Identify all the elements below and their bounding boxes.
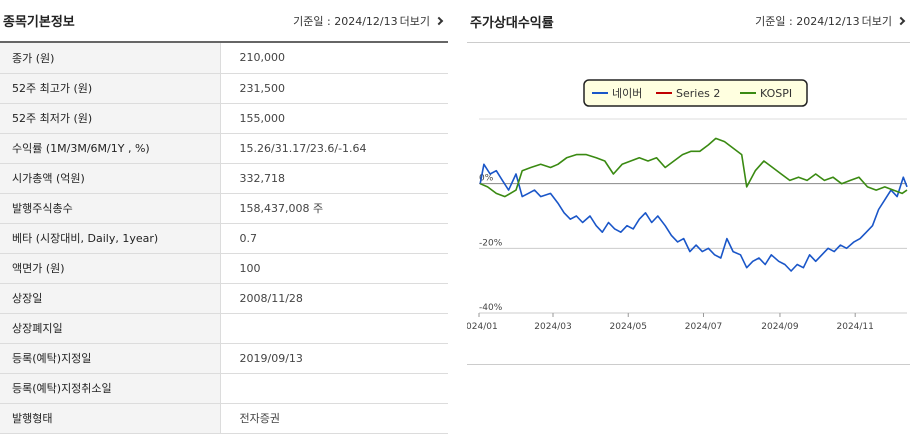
chart-more-link[interactable]: 더보기 [861,15,892,28]
info-row-value: 332,718 [220,163,448,194]
x-tick-label: 2024/09 [761,322,799,332]
chart-header: 주가상대수익률 기준일 : 2024/12/13 더보기 [467,0,910,43]
info-row-value: 2019/09/13 [220,343,448,374]
info-row-value [220,313,448,344]
chevron-right-icon[interactable] [434,16,444,25]
legend-label: Series 2 [676,87,720,100]
chevron-right-icon[interactable] [896,16,906,26]
info-row: 상장일 2008/11/28 [0,283,448,314]
info-row: 등록(예탁)지정일 2019/09/13 [0,343,448,374]
info-row-value [220,373,448,404]
info-header: 종목기본정보 기준일 : 2024/12/13 더보기 [0,0,448,43]
info-row: 발행형태 전자증권 [0,403,448,434]
info-row: 등록(예탁)지정취소일 [0,373,448,404]
info-row-label: 베타 (시장대비, Daily, 1year) [0,223,221,254]
x-tick-label: 2024/05 [610,322,647,332]
relative-return-chart: 0% -20% -40% 2024/01 2024/03 2024/05 2024/07 20… [460,79,908,332]
info-row-label: 시가총액 (억원) [0,163,221,194]
series-line [479,163,908,272]
chart-date-label: 기준일 : 2024/12/13 [755,15,860,28]
info-row-label: 상장일 [0,283,221,314]
info-row: 발행주식총수 158,437,008 주 [0,193,448,224]
legend-label: KOSPI [760,87,792,100]
legend-label: 네이버 [612,87,642,100]
info-row: 52주 최저가 (원) 155,000 [0,103,448,134]
info-row-value: 100 [220,253,448,284]
info-table: 종가 (원) 210,000 52주 최고가 (원) 231,500 52주 최저가 (… [0,43,448,434]
info-row-label: 52주 최저가 (원) [0,103,221,134]
info-row-label: 등록(예탁)지정취소일 [0,373,221,404]
info-row-label: 발행주식총수 [0,193,221,224]
info-row: 시가총액 (억원) 332,718 [0,163,448,194]
info-row-label: 상장폐지일 [0,313,221,344]
info-row-value: 231,500 [220,73,448,104]
info-row-value: 15.26/31.17/23.6/-1.64 [220,133,448,164]
stock-basic-info-panel: 종목기본정보 기준일 : 2024/12/13 더보기 종가 (원) 210,00… [0,0,448,445]
x-tick-label: 2024/01 [467,322,498,332]
info-row: 종가 (원) 210,000 [0,43,448,74]
info-row-value: 2008/11/28 [220,283,448,314]
info-row-label: 발행형태 [0,403,221,434]
info-row-value: 전자증권 [220,403,448,434]
series-line [479,137,908,198]
info-row-value: 0.7 [220,223,448,254]
info-date: 기준일 : 2024/12/13 더보기 [293,13,444,29]
info-row: 수익률 (1M/3M/6M/1Y , %) 15.26/31.17/23.6/-1… [0,133,448,164]
x-tick-label: 2024/03 [534,322,571,332]
y-tick-label: -40% [479,303,503,313]
relative-return-panel: 주가상대수익률 기준일 : 2024/12/13 더보기 0% -20% -40% 2… [460,0,910,445]
info-row-label: 종가 (원) [0,43,221,74]
info-row: 상장폐지일 [0,313,448,344]
info-row-label: 액면가 (원) [0,253,221,284]
info-row-label: 52주 최고가 (원) [0,73,221,104]
x-tick-label: 2024/11 [837,322,874,332]
info-row-value: 155,000 [220,103,448,134]
info-row-label: 등록(예탁)지정일 [0,343,221,374]
info-row-value: 158,437,008 주 [220,193,448,224]
x-tick-label: 2024/07 [685,322,722,332]
chart-date: 기준일 : 2024/12/13 더보기 [755,13,906,29]
y-tick-label: 0% [479,174,494,184]
info-title: 종목기본정보 [3,15,75,30]
info-row-value: 210,000 [220,43,448,74]
info-date-label: 기준일 : 2024/12/13 [293,14,398,28]
info-row-label: 수익률 (1M/3M/6M/1Y , %) [0,133,221,164]
info-row: 액면가 (원) 100 [0,253,448,284]
chart-area: 0% -20% -40% 2024/01 2024/03 2024/05 2024/07 20… [460,43,910,365]
info-more-link[interactable]: 더보기 [399,14,430,28]
chart-title: 주가상대수익률 [470,15,554,31]
y-tick-label: -20% [479,238,503,248]
info-row: 52주 최고가 (원) 231,500 [0,73,448,104]
legend-box [583,79,808,107]
info-row: 베타 (시장대비, Daily, 1year) 0.7 [0,223,448,254]
